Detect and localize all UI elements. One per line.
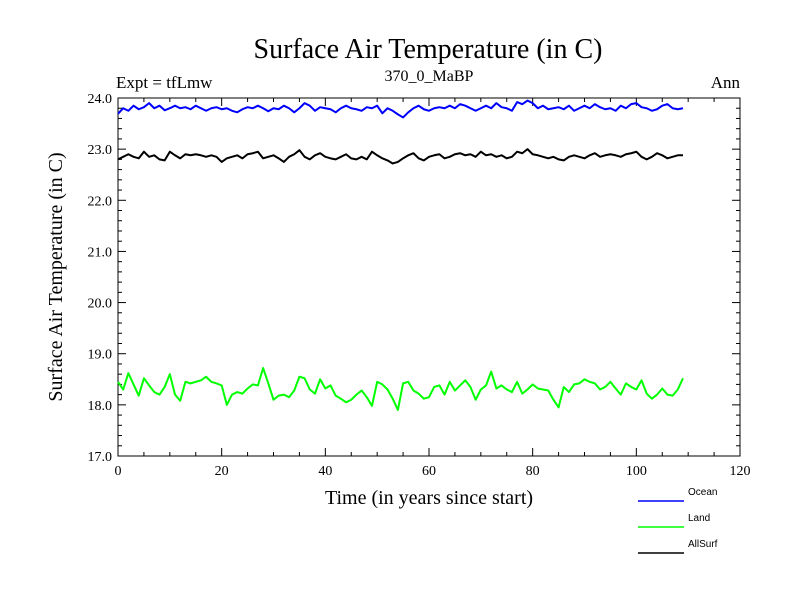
y-tick-label: 23.0 [88,143,113,158]
y-tick-label: 22.0 [88,194,113,209]
y-tick-label: 24.0 [88,92,113,107]
chart-title: Surface Air Temperature (in C) [254,34,603,65]
x-axis: 0 20 40 60 80 100 120 [115,98,751,479]
legend-label-land: Land [688,513,710,524]
legend-label-ocean: Ocean [688,487,717,498]
y-tick-label: 21.0 [88,245,113,260]
series-line-allsurf [117,148,683,165]
x-tick-label: 0 [115,464,122,479]
y-tick-label: 17.0 [88,450,113,465]
series-line-land [117,367,684,411]
series-line-ocean [117,99,684,119]
y-tick-label: 19.0 [88,348,113,363]
y-tick-label: 18.0 [88,399,113,414]
series-layer [117,99,684,411]
plot-frame [117,97,741,457]
x-tick-label: 120 [730,464,751,479]
x-tick-label: 60 [422,464,436,479]
chart-subtitle: 370_0_MaBP [385,68,474,85]
x-tick-label: 20 [215,464,229,479]
y-tick-label: 20.0 [88,297,113,312]
y-axis-label: Surface Air Temperature (in C) [45,152,67,401]
legend-label-allsurf: AllSurf [688,539,718,550]
x-tick-label: 40 [318,464,332,479]
x-tick-label: 80 [526,464,540,479]
expt-label: Expt = tfLmw [116,73,213,92]
period-label: Ann [711,73,741,92]
x-axis-label: Time (in years since start) [325,487,533,509]
x-tick-label: 100 [626,464,647,479]
y-axis: 17.0 18.0 19.0 20.0 21.0 22.0 23.0 24.0 [88,92,740,465]
legend: Ocean Land AllSurf [638,487,718,554]
